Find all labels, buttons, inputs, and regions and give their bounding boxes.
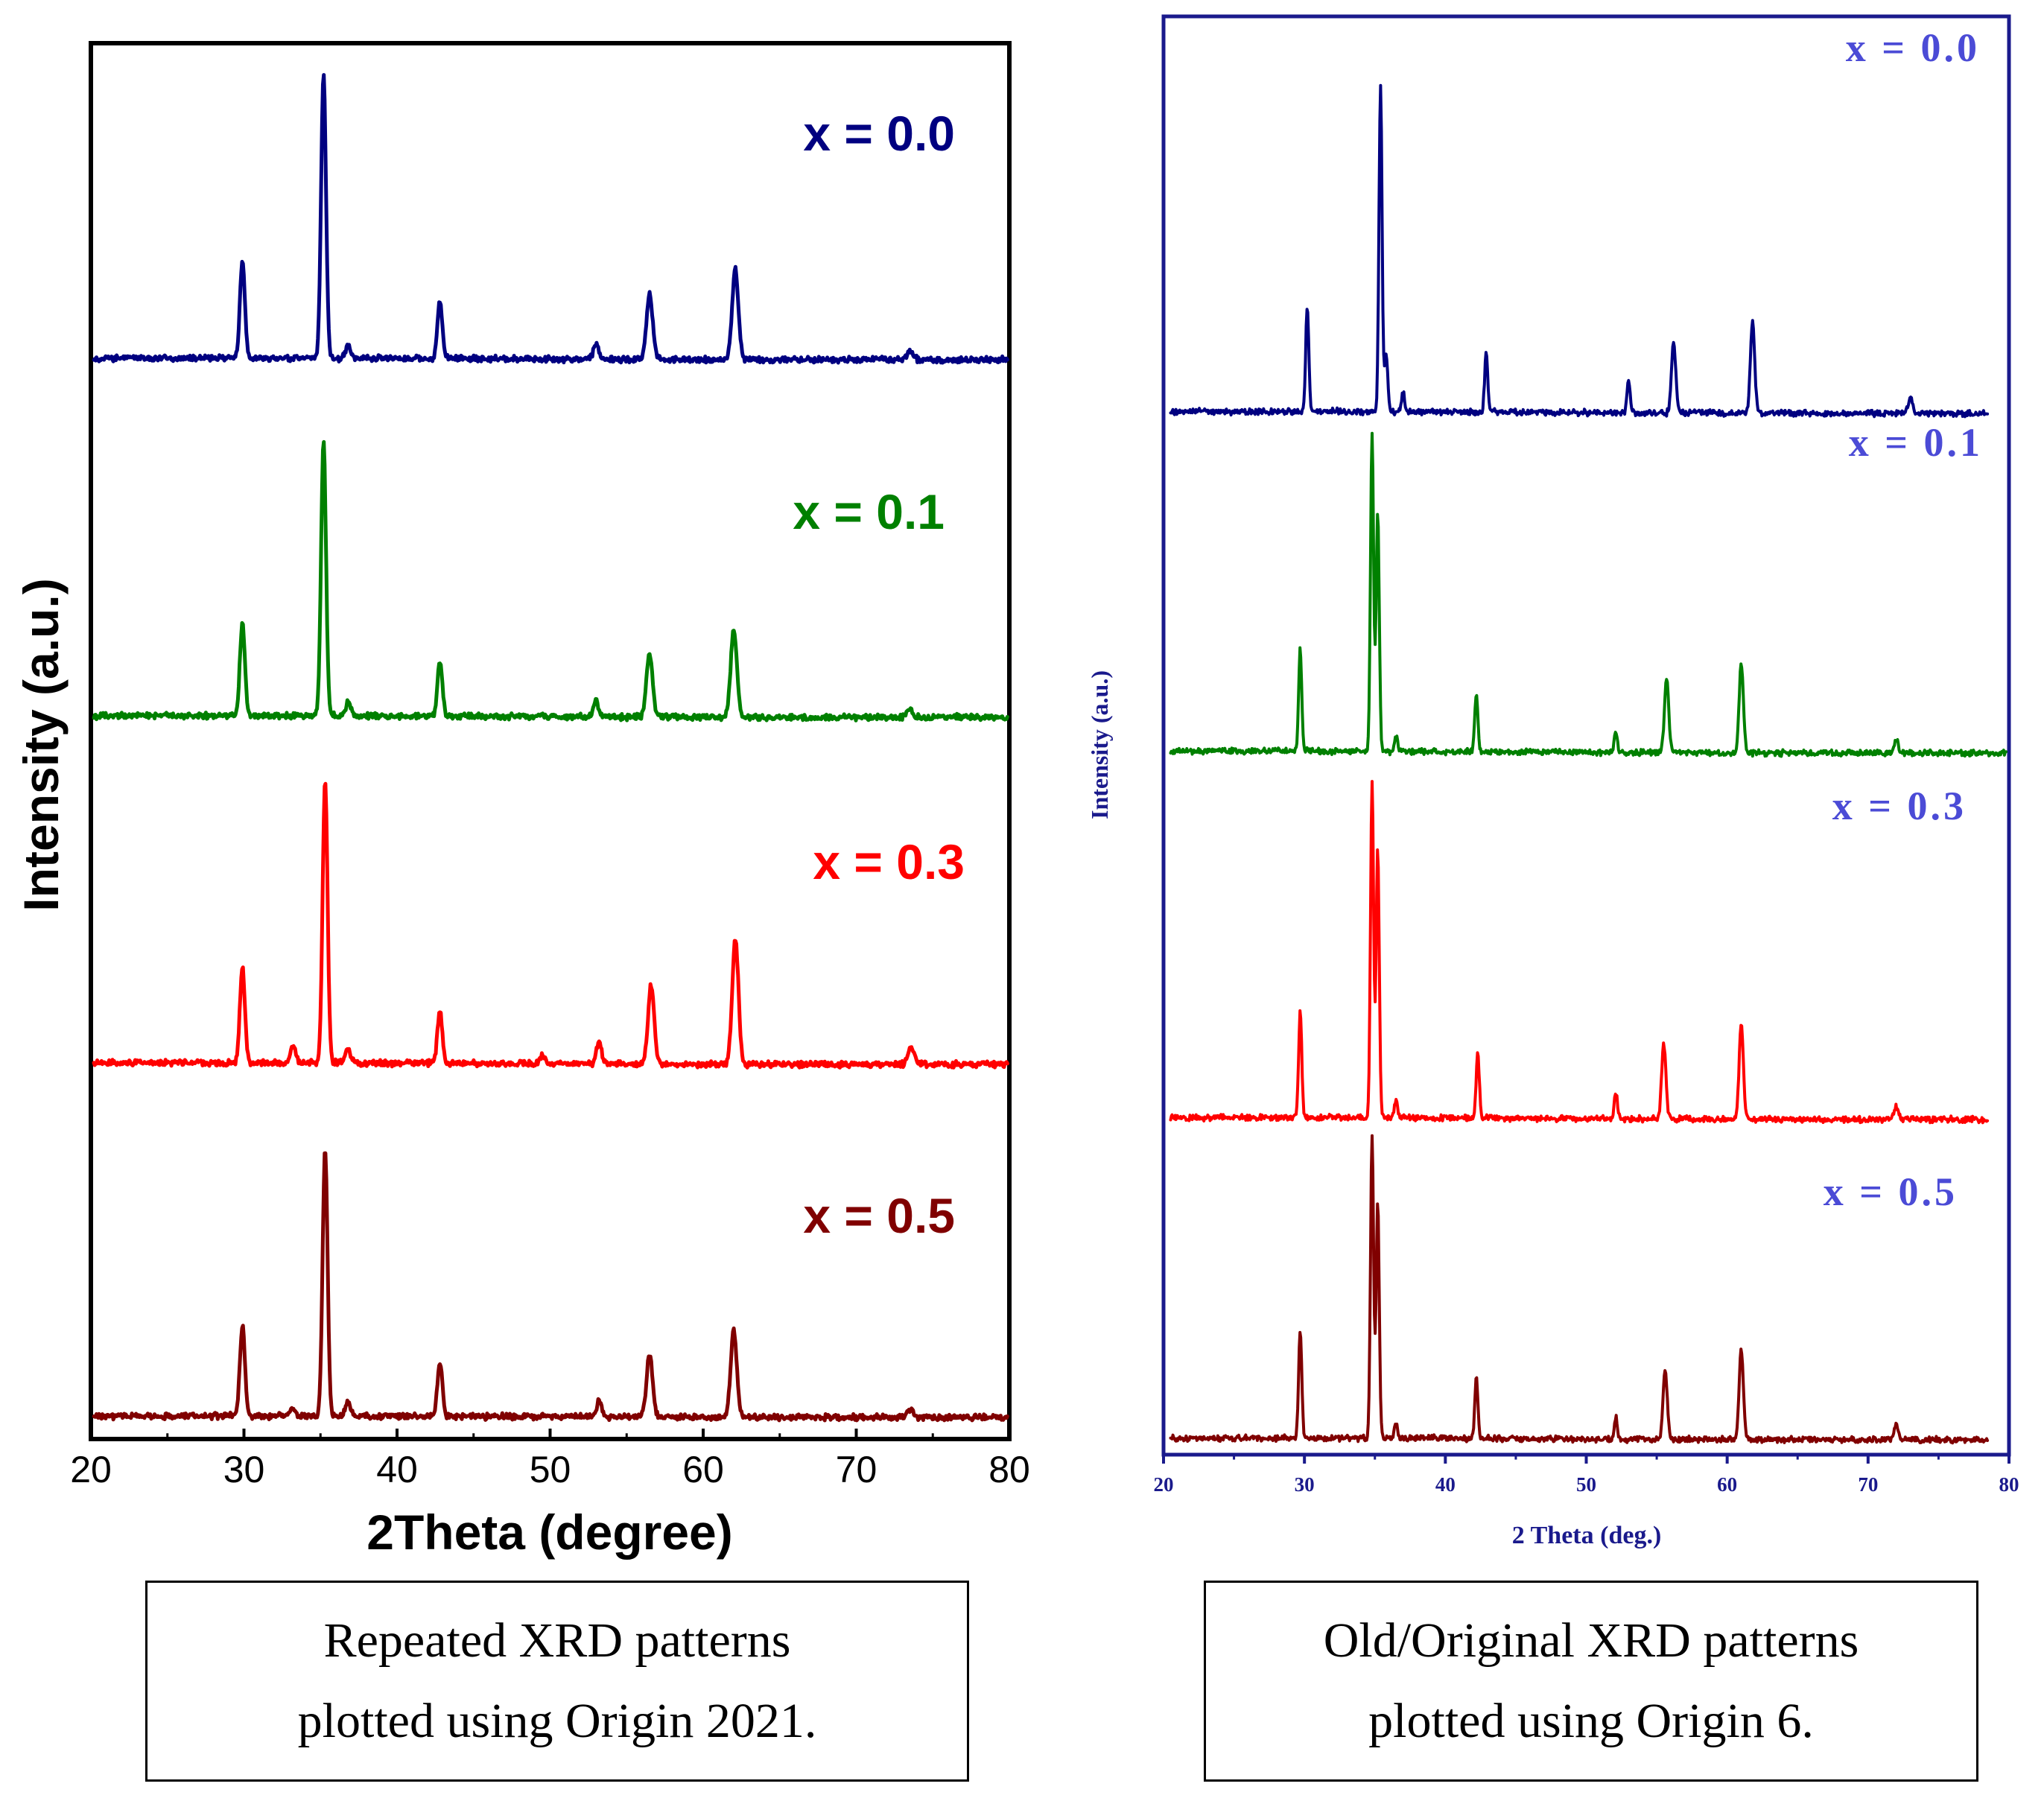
right-x-tick-label: 40 [1435,1473,1456,1496]
right-plot-frame [1161,14,2011,1457]
left-chart-panel: x = 0.5 x = 0.3 x = 0.1 x = 0.0 20 30 40 50 60 7… [13,41,1030,1560]
left-series-label-05: x = 0.5 [803,1188,955,1243]
right-y-axis-label: Intensity (a.u.) [1086,670,1113,819]
left-series-label-01: x = 0.1 [793,484,945,539]
right-trace-01 [1169,431,2008,758]
left-caption-line-2: plotted using Origin 2021. [297,1694,817,1748]
right-x-tick-label: 70 [1858,1473,1878,1496]
left-x-ticks: 20 30 40 50 60 70 80 [70,1429,1030,1490]
right-x-tick-label: 30 [1295,1473,1315,1496]
right-trace-03 [1169,780,1990,1125]
left-x-tick-label: 40 [376,1449,418,1490]
right-x-axis-label: 2 Theta (deg.) [1512,1522,1662,1549]
left-x-tick-label: 60 [682,1449,724,1490]
right-x-tick-label: 60 [1717,1473,1737,1496]
right-caption-line-2: plotted using Origin 6. [1368,1694,1814,1748]
left-x-tick-label: 20 [70,1449,112,1490]
left-trace-00 [92,73,1009,365]
right-series-label-03: x = 0.3 [1832,784,1967,828]
left-trace-05 [92,1151,1009,1423]
right-series-label-00: x = 0.0 [1846,25,1980,70]
left-traces [92,73,1009,1423]
right-series-labels: x = 0.5 x = 0.3 x = 0.1 x = 0.0 [1824,25,1983,1214]
left-y-axis-label: Intensity (a.u.) [13,578,69,911]
right-x-tick-label: 50 [1576,1473,1596,1496]
right-x-tick-label: 20 [1154,1473,1174,1496]
left-x-axis-label: 2Theta (degree) [366,1505,732,1560]
left-x-tick-label: 80 [988,1449,1030,1490]
left-trace-03 [92,781,1009,1070]
left-trace-01 [92,439,1009,722]
left-x-tick-label: 50 [530,1449,571,1490]
right-series-label-05: x = 0.5 [1824,1169,1958,1214]
right-chart-panel: x = 0.5 x = 0.3 x = 0.1 x = 0.0 20 30 40 50 60 7… [1086,14,2019,1549]
left-caption-box: Repeated XRD patterns plotted using Orig… [145,1581,969,1782]
right-trace-05 [1169,1134,1990,1445]
right-trace-00 [1169,83,1990,419]
right-caption-line-1: Old/Original XRD patterns [1323,1613,1859,1668]
left-series-labels: x = 0.5 x = 0.3 x = 0.1 x = 0.0 [793,106,965,1243]
right-x-tick-label: 80 [1999,1473,2019,1496]
left-caption-line-1: Repeated XRD patterns [323,1613,791,1668]
left-series-label-00: x = 0.0 [803,106,955,161]
left-x-tick-label: 30 [223,1449,265,1490]
left-x-tick-label: 70 [836,1449,877,1490]
right-traces [1169,83,2008,1445]
right-x-ticks: 20 30 40 50 60 70 80 [1154,1455,2019,1496]
right-caption-box: Old/Original XRD patterns plotted using … [1204,1581,1978,1782]
right-series-label-01: x = 0.1 [1849,420,1983,465]
left-series-label-03: x = 0.3 [813,834,965,889]
